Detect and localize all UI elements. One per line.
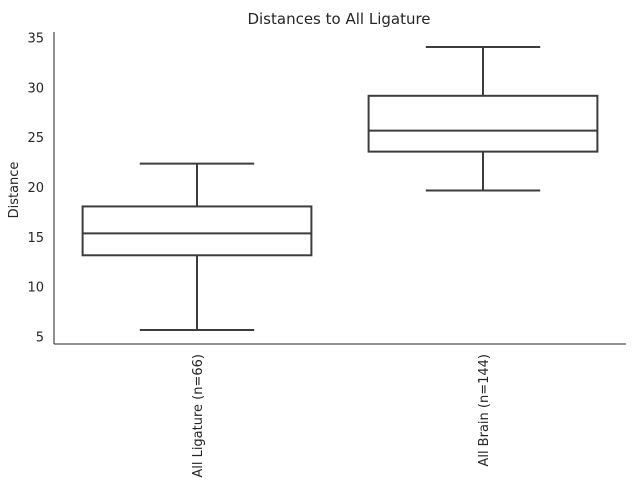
y-axis-label: Distance — [7, 162, 22, 219]
y-tick-label: 5 — [36, 331, 44, 346]
x-tick-label: All Brain (n=144) — [477, 354, 492, 467]
y-tick-label: 20 — [27, 181, 44, 196]
chart-title: Distances to All Ligature — [247, 10, 430, 28]
plot-area: 5 10 15 20 25 30 35 All Ligature (n=66) All Brai… — [27, 31, 626, 478]
box-iqr — [81, 205, 313, 257]
box-iqr — [367, 94, 599, 153]
y-tick-label: 35 — [27, 31, 44, 46]
y-tick-label: 25 — [27, 131, 44, 146]
y-tick-label: 30 — [27, 81, 44, 96]
x-tick-label: All Ligature (n=66) — [191, 354, 206, 478]
y-tick-label: 10 — [27, 281, 44, 296]
y-tick-label: 15 — [27, 231, 44, 246]
